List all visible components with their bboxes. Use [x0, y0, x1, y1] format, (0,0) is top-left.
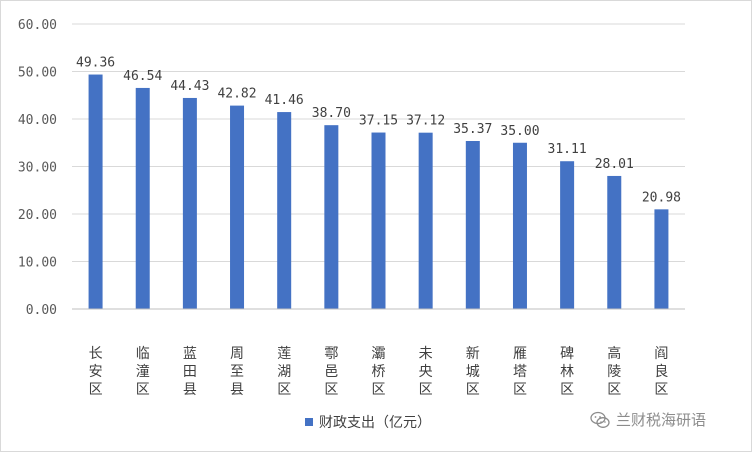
y-tick-label: 10.00	[18, 256, 57, 271]
bar	[182, 97, 197, 310]
x-axis: 长安区 临潼区 蓝田县 周至县 莲湖区 鄠邑区 灞桥区 未央区 新城区 雁塔区 碑林区 高陵区 阎良区	[72, 308, 685, 398]
bar	[371, 132, 386, 309]
x-tick-label: 长安区	[89, 346, 103, 398]
bar	[277, 112, 292, 309]
x-tick-label: 阎良区	[654, 346, 668, 398]
data-label: 31.11	[548, 142, 587, 157]
y-tick-label: 40.00	[18, 113, 57, 128]
data-label: 41.46	[265, 93, 304, 108]
x-tick-label: 雁塔区	[513, 346, 527, 398]
watermark-text: 兰财税海研语	[616, 411, 707, 429]
x-tick-label: 周至县	[230, 346, 244, 398]
legend-swatch	[305, 418, 313, 426]
data-label: 49.36	[76, 56, 115, 71]
y-axis: 0.00 10.00 20.00 30.00 40.00 50.00 60.00	[18, 18, 57, 318]
bar	[230, 105, 245, 309]
x-tick-label: 临潼区	[136, 346, 150, 398]
data-label: 42.82	[217, 87, 256, 102]
data-label: 37.12	[406, 114, 445, 129]
bar	[418, 132, 433, 309]
data-label: 37.15	[359, 114, 398, 129]
legend-label: 财政支出（亿元）	[319, 415, 431, 431]
data-labels: 49.36 46.54 44.43 42.82 41.46 38.70 37.15 37.12…	[76, 56, 681, 206]
x-tick-label: 新城区	[466, 346, 480, 398]
watermark: 兰财税海研语	[590, 409, 706, 430]
data-label: 38.70	[312, 106, 351, 121]
legend: 财政支出（亿元）	[305, 412, 431, 432]
bar	[560, 161, 575, 309]
wechat-icon	[590, 411, 610, 428]
bar	[512, 142, 527, 309]
y-tick-label: 20.00	[18, 208, 57, 223]
data-label: 44.43	[170, 79, 209, 94]
x-tick-label: 鄠邑区	[324, 346, 338, 398]
bar	[607, 175, 622, 309]
data-label: 35.37	[453, 122, 492, 137]
bar	[88, 74, 103, 309]
data-label: 20.98	[642, 190, 681, 205]
bar	[324, 125, 339, 309]
bar	[135, 87, 150, 309]
bar	[465, 140, 480, 309]
data-label: 35.00	[500, 124, 539, 139]
y-tick-label: 50.00	[18, 66, 57, 81]
x-tick-label: 碑林区	[560, 346, 574, 398]
x-tick-label: 高陵区	[607, 345, 621, 398]
y-tick-label: 60.00	[18, 18, 57, 33]
y-tick-label: 0.00	[26, 303, 57, 318]
x-tick-label: 蓝田县	[183, 346, 197, 398]
data-label: 46.54	[123, 69, 162, 84]
x-tick-label: 灞桥区	[372, 346, 386, 398]
bar	[654, 209, 669, 309]
x-tick-label: 未央区	[419, 346, 433, 398]
x-tick-label: 莲湖区	[277, 346, 291, 398]
data-label: 28.01	[595, 157, 634, 172]
bars	[88, 74, 669, 310]
y-tick-label: 30.00	[18, 161, 57, 176]
